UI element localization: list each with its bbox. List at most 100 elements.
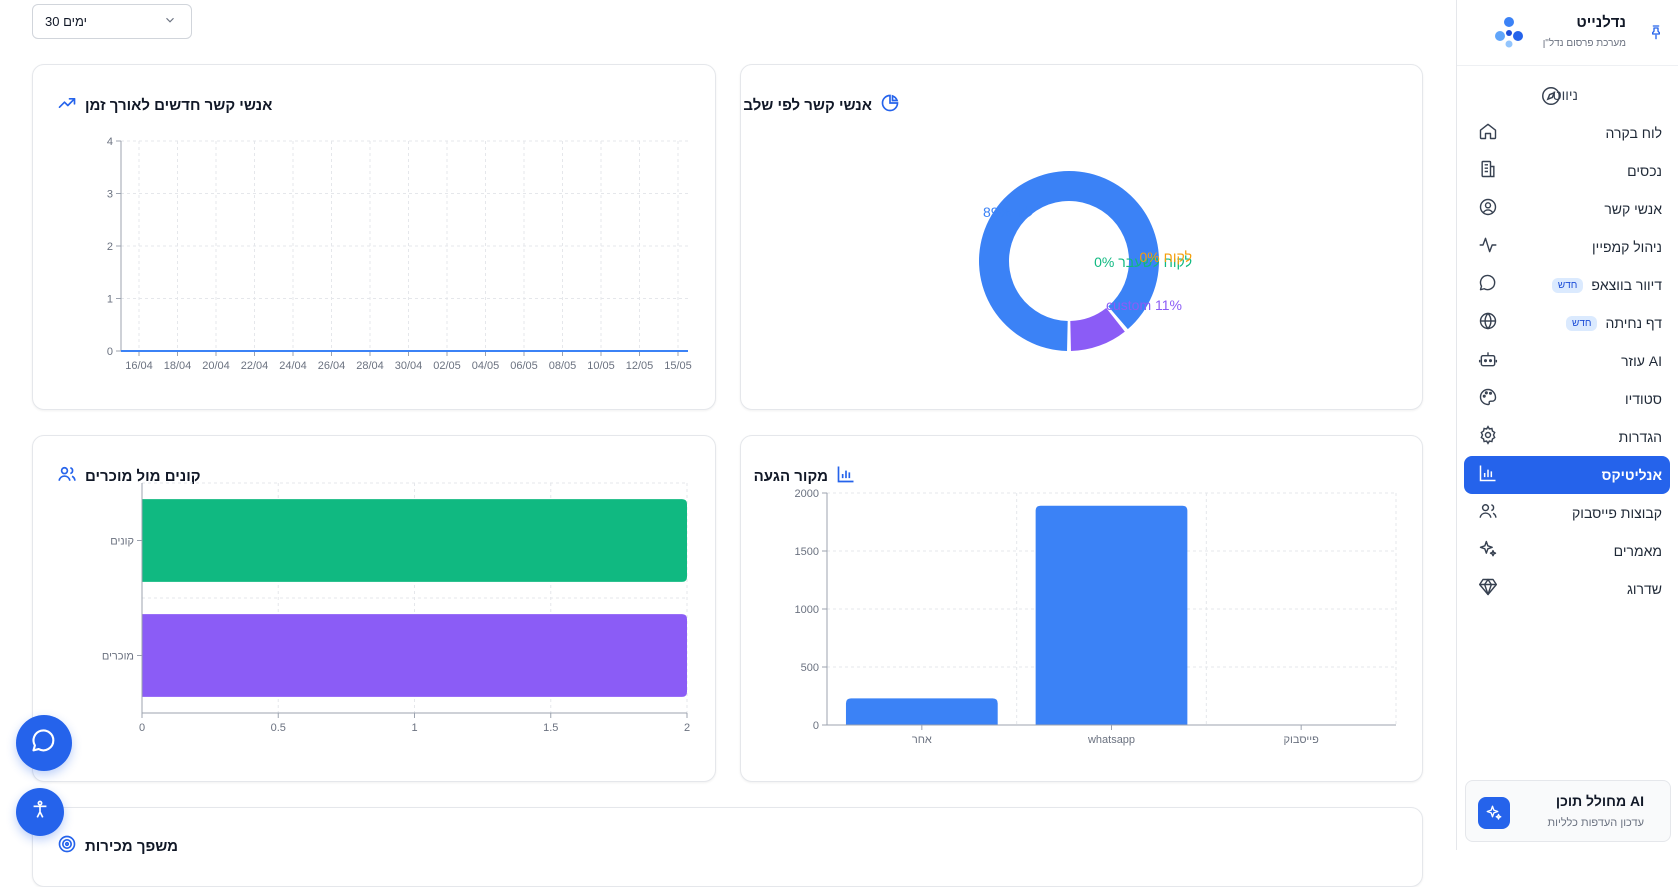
x-tick-label: 1	[411, 722, 417, 734]
pie-chart-icon	[880, 93, 900, 117]
sidebar-item-right: דף נחיתה חדש	[1566, 315, 1662, 331]
brand-subtitle: מערכת פרסום נדל"ן	[1542, 38, 1626, 49]
card-header: קונים מול מוכרים	[57, 464, 201, 488]
ai-card-subtitle: עדכון העדפות כלליות	[1547, 817, 1645, 829]
sidebar-item-dashboard[interactable]: לוח בקרה	[1464, 114, 1670, 152]
activity-icon	[1478, 235, 1498, 260]
bar	[1035, 505, 1188, 725]
accessibility-icon	[29, 799, 51, 826]
sidebar-item-landing-page[interactable]: דף נחיתה חדש	[1464, 304, 1670, 342]
contacts-by-stage-card: אנשי קשר לפי שלב ליד 89% לקוח לשעבר 0% לקו…	[740, 64, 1423, 410]
bar	[845, 698, 998, 725]
donut-label: ליד 89%	[983, 204, 1034, 220]
period-select-value: 30 ימים	[45, 14, 88, 29]
x-tick-label: 22/04	[241, 360, 269, 372]
y-tick-label: 2	[107, 241, 113, 253]
bar-chart-icon	[1478, 463, 1498, 488]
x-tick-label: 20/04	[202, 360, 230, 372]
bar	[142, 499, 687, 582]
chat-button[interactable]	[16, 715, 72, 771]
y-tick-label: מוכרים	[102, 651, 134, 663]
x-tick-label: 02/05	[433, 360, 461, 372]
x-tick-label: 24/04	[279, 360, 307, 372]
sparkles-icon	[1478, 797, 1510, 829]
sidebar-item-label: הגדרות	[1618, 429, 1662, 445]
sidebar: נדלנייט מערכת פרסום נדל"ן ניווט לוח בקרה…	[1456, 0, 1678, 850]
card-title: אנשי קשר חדשים לאורך זמן	[85, 96, 273, 114]
y-tick-label: 1	[107, 294, 113, 306]
brand-name: נדלנייט	[1576, 14, 1626, 31]
card-header: אנשי קשר חדשים לאורך זמן	[57, 93, 272, 117]
x-tick-label: 18/04	[164, 360, 192, 372]
x-tick-label: 28/04	[356, 360, 384, 372]
sidebar-item-settings[interactable]: הגדרות	[1464, 418, 1670, 456]
card-header: משפך מכירות	[57, 834, 178, 858]
sidebar-header: נדלנייט מערכת פרסום נדל"ן	[1457, 0, 1678, 66]
x-tick-label: פייסבוק	[1284, 734, 1320, 746]
sales-funnel-card: משפך מכירות	[32, 807, 1423, 887]
sidebar-item-analytics[interactable]: אנליטיקס	[1464, 456, 1670, 494]
new-badge: חדש	[1551, 277, 1584, 293]
x-tick-label: 1.5	[543, 722, 558, 734]
card-title: מקור הגעה	[753, 467, 828, 485]
accessibility-button[interactable]	[16, 788, 64, 836]
donut-label: custom 11%	[1106, 297, 1182, 313]
sidebar-item-label: ניהול קמפיין	[1592, 239, 1662, 255]
card-header: מקור הגעה	[754, 464, 856, 488]
card-title: אנשי קשר לפי שלב	[743, 96, 872, 114]
donut-label: לקוח 0%	[1139, 249, 1192, 265]
sidebar-item-properties[interactable]: נכסים	[1464, 152, 1670, 190]
y-tick-label: 1000	[795, 604, 819, 616]
sidebar-item-campaigns[interactable]: ניהול קמפיין	[1464, 228, 1670, 266]
brand-logo-icon	[1491, 14, 1527, 50]
user-circle-icon	[1478, 197, 1498, 222]
sidebar-item-ai-assistant[interactable]: עוזר AI	[1464, 342, 1670, 380]
sidebar-nav: לוח בקרה נכסים אנשי קשר ניהול קמפיין דיו…	[1464, 114, 1670, 608]
period-select[interactable]: 30 ימים	[32, 4, 192, 39]
sidebar-item-contacts[interactable]: אנשי קשר	[1464, 190, 1670, 228]
sidebar-item-studio[interactable]: סטודיו	[1464, 380, 1670, 418]
building-icon	[1478, 159, 1498, 184]
y-tick-label: 500	[801, 662, 819, 674]
sidebar-item-upgrade[interactable]: שדרוג	[1464, 570, 1670, 608]
x-tick-label: 16/04	[125, 360, 153, 372]
home-icon	[1478, 121, 1498, 146]
sidebar-item-label: סטודיו	[1625, 391, 1662, 407]
bar	[142, 614, 687, 697]
sidebar-item-whatsapp-mailing[interactable]: דיוור בווצאפ חדש	[1464, 266, 1670, 304]
sidebar-item-facebook-groups[interactable]: קבוצות פייסבוק	[1464, 494, 1670, 532]
x-tick-label: 26/04	[318, 360, 346, 372]
x-tick-label: אחר	[912, 734, 932, 746]
card-header: אנשי קשר לפי שלב	[743, 93, 900, 117]
donut-slice	[979, 171, 1159, 351]
target-icon	[57, 834, 77, 858]
x-tick-label: 06/05	[510, 360, 538, 372]
sidebar-item-label: אנשי קשר	[1604, 201, 1662, 217]
sidebar-item-label: עוזר AI	[1621, 353, 1662, 369]
donut-slice	[1070, 308, 1125, 351]
gear-icon	[1478, 424, 1498, 450]
pin-icon[interactable]	[1646, 22, 1666, 42]
y-tick-label: 3	[107, 189, 113, 201]
sidebar-item-label: שדרוג	[1626, 581, 1662, 597]
x-tick-label: 30/04	[395, 360, 423, 372]
ai-content-generator-card[interactable]: מחולל תוכן AI עדכון העדפות כלליות	[1465, 780, 1671, 842]
sidebar-item-articles[interactable]: מאמרים	[1464, 532, 1670, 570]
gem-icon	[1478, 577, 1498, 602]
x-tick-label: 0.5	[271, 722, 286, 734]
x-tick-label: 10/05	[587, 360, 615, 372]
x-tick-label: 04/05	[472, 360, 500, 372]
palette-icon	[1478, 387, 1498, 412]
new-contacts-over-time-card: אנשי קשר חדשים לאורך זמן 0 1 2 3 4 16/04 18/04…	[32, 64, 716, 410]
x-tick-label: whatsapp	[1087, 734, 1135, 746]
lead-source-card: מקור הגעה 0 500 1000 1500 2000 אחר whatsapp פיי…	[740, 435, 1423, 782]
buyers-vs-sellers-card: קונים מול מוכרים 0 0.5 1 1.5 2 קונים מוכרים	[32, 435, 716, 782]
line-chart: 0 1 2 3 4 16/04 18/04 20/04 22/04 24/04 26/04 28/04…	[107, 136, 692, 372]
sidebar-item-label: דיוור בווצאפ	[1591, 277, 1662, 293]
sidebar-item-label: קבוצות פייסבוק	[1572, 505, 1662, 521]
compass-icon	[1540, 85, 1562, 107]
y-tick-label: 0	[107, 346, 113, 358]
sidebar-item-label: נכסים	[1627, 163, 1662, 179]
x-tick-label: 08/05	[549, 360, 577, 372]
sidebar-item-label: דף נחיתה	[1605, 315, 1662, 331]
